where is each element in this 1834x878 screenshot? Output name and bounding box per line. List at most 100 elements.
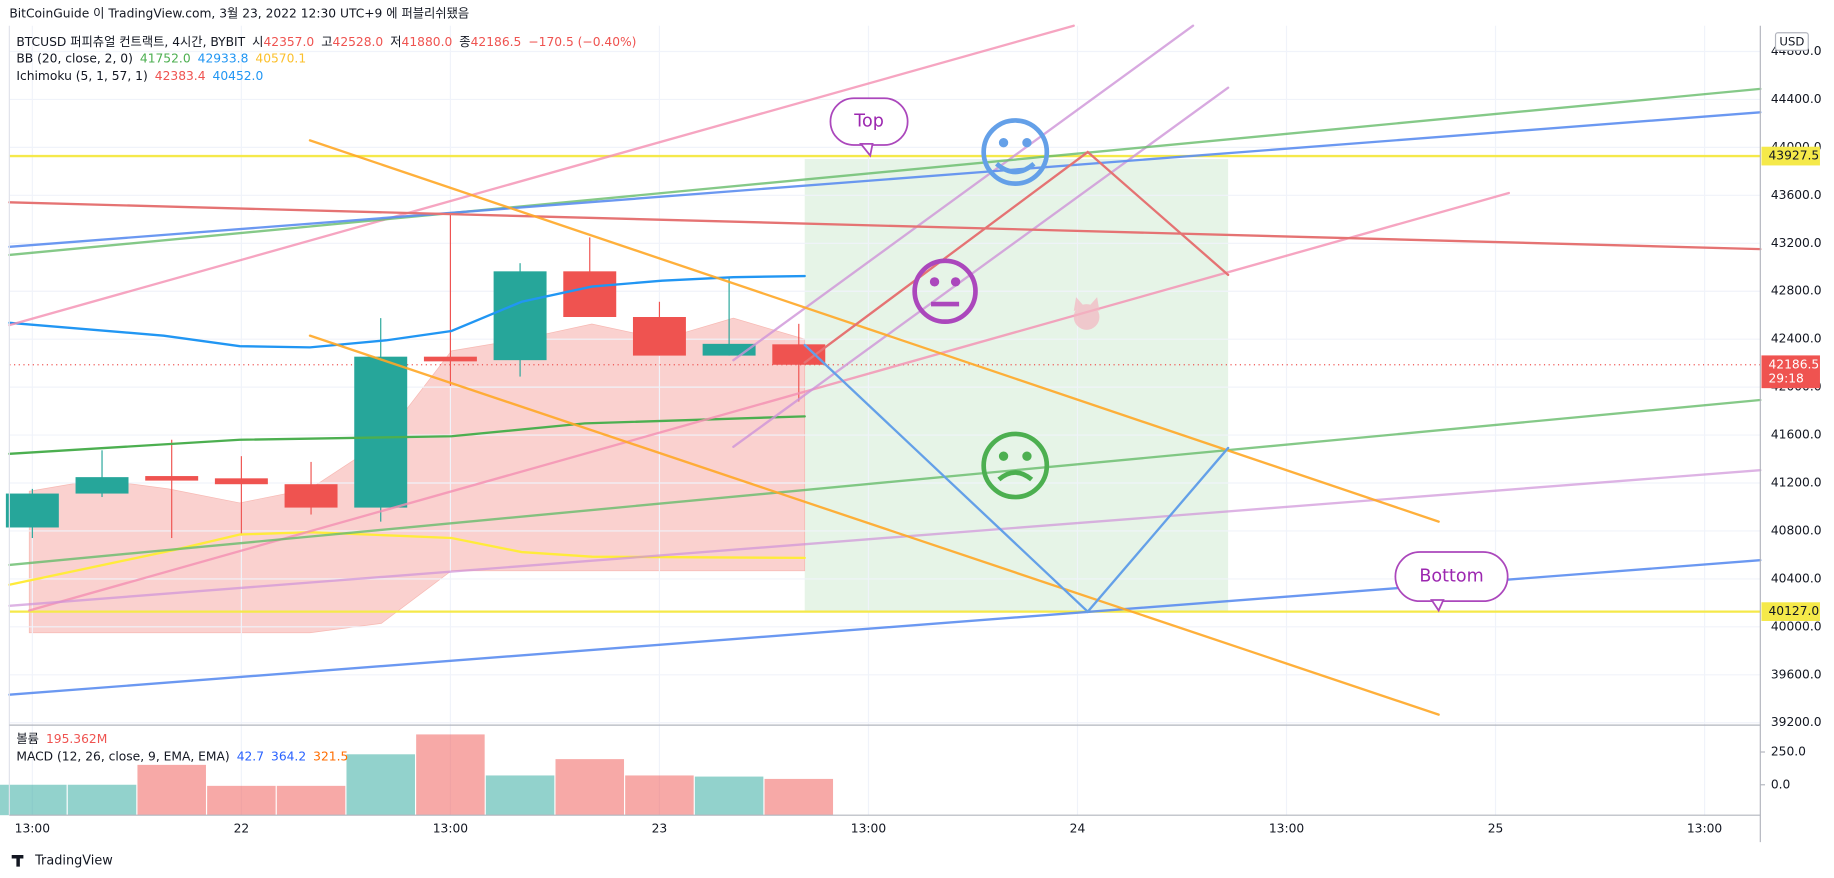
volume-bar xyxy=(416,734,485,816)
x-tick-label: 25 xyxy=(1488,822,1504,836)
volume-bar xyxy=(694,776,764,816)
trend-line xyxy=(8,87,1762,257)
legend-row: MACD (12, 26, close, 9, EMA, EMA) 42.7 364… xyxy=(16,749,348,763)
y-tick-label: 44400.0 xyxy=(1771,92,1822,106)
candle-body xyxy=(214,478,268,485)
logo xyxy=(11,854,24,867)
arrow xyxy=(803,150,1230,364)
price-tag xyxy=(1761,355,1820,389)
y-tick-label: 39200.0 xyxy=(1771,715,1822,729)
legend-item: MACD (12, 26, close, 9, EMA, EMA) xyxy=(16,749,229,763)
legend-row: 볼륨 195.362M xyxy=(16,732,107,746)
x-tick-label: 13:00 xyxy=(851,822,886,836)
macd-tick-label: 0.0 xyxy=(1771,777,1791,791)
x-tick-label: 13:00 xyxy=(1687,822,1722,836)
candle-body xyxy=(772,344,826,365)
icon xyxy=(1073,297,1100,330)
callout xyxy=(829,97,909,158)
bb-basis xyxy=(8,415,806,455)
volume-bar xyxy=(764,778,834,816)
legend-row: BB (20, close, 2, 0) 41752.0 42933.8 40570.… xyxy=(16,51,306,65)
legend-item: 364.2 xyxy=(271,749,306,763)
ichimoku-cloud xyxy=(28,317,806,634)
volume-bar xyxy=(485,775,555,816)
trend-line xyxy=(308,139,1440,523)
drawings-back xyxy=(28,159,1229,634)
currency-box xyxy=(1774,32,1809,51)
volume-panel xyxy=(0,734,834,816)
annotation: Top xyxy=(853,112,884,132)
legend-item: 고 xyxy=(321,35,332,49)
candle-body xyxy=(632,316,686,356)
legend-item: BB (20, close, 2, 0) xyxy=(16,51,133,65)
legend-item: −170.5 (−0.40%) xyxy=(528,35,636,49)
axes: 39200.0 39600.0 40000.0 40400.0 40800.0 41200… xyxy=(8,25,1822,843)
legend-item: 42383.4 xyxy=(155,69,206,83)
zone xyxy=(804,159,1229,612)
y-tick-label: 39600.0 xyxy=(1771,667,1822,681)
publish-info: BitCoinGuide 이 TradingView.com, 3월 23, 2… xyxy=(9,7,469,21)
legend-item: 42357.0 xyxy=(263,35,314,49)
trend-line xyxy=(8,24,1075,327)
candles xyxy=(5,214,826,539)
legend: BTCUSD 퍼피츄얼 컨트랙트, 4시간, BYBIT 시42357.0 고425… xyxy=(16,35,636,764)
drawings: Top Bottom xyxy=(8,24,1762,716)
legend-row: Ichimoku (5, 1, 57, 1) 42383.4 40452.0 xyxy=(16,69,263,83)
trend-line xyxy=(8,468,1762,608)
candle-body xyxy=(493,271,547,361)
price-tag-label: 43927.5 xyxy=(1769,149,1820,163)
candle-body xyxy=(5,493,59,528)
bb-upper xyxy=(8,274,806,349)
y-tick-label: 43600.0 xyxy=(1771,188,1822,202)
candle-body xyxy=(423,356,477,362)
x-tick-label: 13:00 xyxy=(1269,822,1304,836)
legend-row: BTCUSD 퍼피츄얼 컨트랙트, 4시간, BYBIT 시42357.0 고425… xyxy=(16,35,636,49)
legend-item: 195.362M xyxy=(46,732,107,746)
legend-item: 41880.0 xyxy=(402,35,453,49)
legend-item: 볼륨 xyxy=(16,732,39,746)
y-tick-label: 42400.0 xyxy=(1771,332,1822,346)
x-tick-label: 13:00 xyxy=(15,822,50,836)
candle-body xyxy=(563,271,617,317)
y-tick-label: 41200.0 xyxy=(1771,476,1822,490)
legend-item: 42933.8 xyxy=(198,51,249,65)
countdown: 29:18 xyxy=(1769,371,1804,385)
volume-bar xyxy=(137,764,206,816)
y-tick-label: 40800.0 xyxy=(1771,523,1822,537)
emoji-happy xyxy=(981,118,1050,186)
arrow xyxy=(803,343,1230,614)
price-tag xyxy=(1761,146,1820,166)
candle-body xyxy=(702,343,756,356)
volume-bar xyxy=(207,785,276,816)
x-tick-label: 22 xyxy=(234,822,250,836)
legend-item: 40452.0 xyxy=(213,69,264,83)
candle-body xyxy=(145,476,199,481)
price-tag-label: 42186.5 xyxy=(1769,357,1820,371)
legend-item: 40570.1 xyxy=(255,51,306,65)
volume-bar xyxy=(625,775,694,816)
volume-bar xyxy=(346,754,415,816)
legend-item: 시 xyxy=(252,35,263,49)
y-tick-label: 41600.0 xyxy=(1771,428,1822,442)
y-tick-label: 40000.0 xyxy=(1771,619,1822,633)
trend-line xyxy=(308,334,1440,716)
trend-line xyxy=(8,111,1762,248)
legend-item: Ichimoku (5, 1, 57, 1) xyxy=(16,69,147,83)
x-tick-label: 13:00 xyxy=(433,822,468,836)
price-tag-label: 40127.0 xyxy=(1769,604,1820,618)
volume-bar xyxy=(67,784,137,816)
y-tick-label: 42800.0 xyxy=(1771,284,1822,298)
currency: USD xyxy=(1779,35,1804,49)
candle-body xyxy=(354,356,408,508)
volume-bar xyxy=(555,759,625,816)
y-tick-label: 43200.0 xyxy=(1771,236,1822,250)
volume-bar xyxy=(276,785,346,816)
y-tick-label: 40400.0 xyxy=(1771,571,1822,585)
legend-item: 321.5 xyxy=(313,749,348,763)
legend-item: 42.7 xyxy=(237,749,264,763)
candle-body xyxy=(284,484,338,508)
trend-line xyxy=(8,398,1762,567)
x-tick-label: 23 xyxy=(652,822,668,836)
trend-line xyxy=(732,24,1195,362)
